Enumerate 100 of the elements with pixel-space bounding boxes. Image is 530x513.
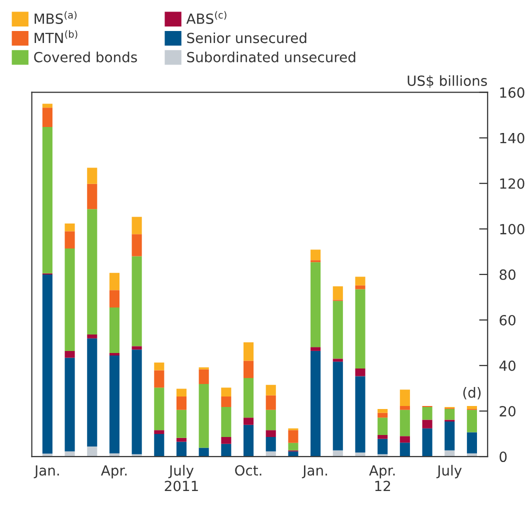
bar <box>176 410 187 438</box>
legend-label: Senior unsecured <box>187 32 306 44</box>
bar <box>132 350 142 454</box>
bar <box>444 422 455 450</box>
y-tick-label: 120 <box>500 178 524 189</box>
bar <box>466 406 477 409</box>
bar <box>422 406 432 420</box>
x-tick-label: July 2011 <box>164 464 198 492</box>
bar <box>400 390 410 406</box>
bar <box>355 276 366 286</box>
bar <box>244 378 254 418</box>
bar <box>87 334 98 338</box>
bar <box>332 300 343 359</box>
y-tick-label: 20 <box>500 406 516 417</box>
x-tick-label: Jan. <box>34 465 59 478</box>
bar <box>355 285 366 290</box>
legend-label: MBS$^{(a)}$ <box>34 11 76 24</box>
bar <box>244 424 254 457</box>
legend-label: Subordinated unsecured <box>187 52 356 62</box>
x-tick-label: July <box>436 464 462 478</box>
bar <box>64 223 75 232</box>
bar <box>355 368 366 376</box>
bar <box>154 388 164 430</box>
bar <box>221 396 232 407</box>
bar <box>87 446 98 457</box>
bar <box>221 436 232 444</box>
bar <box>64 350 75 358</box>
bar <box>198 384 209 448</box>
bar <box>198 369 209 384</box>
bar <box>310 250 321 260</box>
bar <box>444 408 455 420</box>
bar <box>378 408 388 413</box>
bar <box>400 442 410 457</box>
bar <box>198 448 209 457</box>
bar <box>109 355 120 454</box>
bar <box>422 428 432 457</box>
bar <box>132 234 142 256</box>
bar <box>64 248 75 351</box>
bar <box>400 436 410 443</box>
bar <box>355 376 366 452</box>
bar <box>332 286 343 300</box>
bar <box>109 290 120 308</box>
y-tick-label: 0 <box>500 452 507 462</box>
y-tick-label: 140 <box>500 132 524 144</box>
bar <box>244 418 254 425</box>
bar <box>87 338 98 447</box>
legend-label: ABS$^{(c)}$ <box>186 11 226 24</box>
bar <box>109 352 120 356</box>
bar <box>42 274 52 454</box>
bar <box>266 384 276 396</box>
y-tick-label: 80 <box>500 269 516 280</box>
annotation: (d) <box>463 387 481 400</box>
bar <box>378 438 388 454</box>
bar <box>221 406 232 437</box>
x-tick-label: Apr. 12 <box>369 465 395 492</box>
bar <box>132 346 142 350</box>
bar <box>266 430 276 437</box>
legend-label: Covered bonds <box>34 52 137 62</box>
bar <box>400 410 410 436</box>
bar <box>176 438 187 442</box>
bar <box>332 362 343 450</box>
bar <box>176 396 187 410</box>
bar <box>64 358 75 452</box>
bar <box>221 444 232 457</box>
legend-label: MTN$^{(b)}$ <box>34 30 78 43</box>
bar <box>310 347 321 351</box>
y-axis-title: US$ billions <box>408 75 487 88</box>
bar <box>87 209 98 335</box>
bar <box>332 358 343 362</box>
bar <box>244 360 254 378</box>
bar <box>466 410 477 432</box>
y-tick-label: 160 <box>500 87 524 98</box>
x-tick-label: Oct. <box>235 465 262 476</box>
bar <box>266 395 276 410</box>
bar <box>132 256 142 346</box>
bar <box>176 388 187 396</box>
y-tick-label: 60 <box>500 314 516 326</box>
bar <box>400 406 410 410</box>
bar <box>288 442 298 450</box>
bar <box>132 216 142 234</box>
bar <box>266 436 276 452</box>
bar <box>64 231 75 249</box>
bar <box>288 430 298 443</box>
bar <box>42 104 52 108</box>
bar <box>355 289 366 368</box>
bar <box>310 262 321 348</box>
bar <box>42 108 52 127</box>
bar <box>154 362 164 370</box>
bar <box>244 342 254 361</box>
bar <box>42 126 52 274</box>
bar <box>154 434 164 457</box>
bar <box>221 388 232 396</box>
bar <box>154 370 164 388</box>
bar <box>466 432 477 454</box>
bar <box>87 184 98 210</box>
bar <box>378 418 388 435</box>
bar <box>87 168 98 184</box>
bar <box>109 272 120 290</box>
bar <box>154 430 164 434</box>
bar <box>176 442 187 457</box>
